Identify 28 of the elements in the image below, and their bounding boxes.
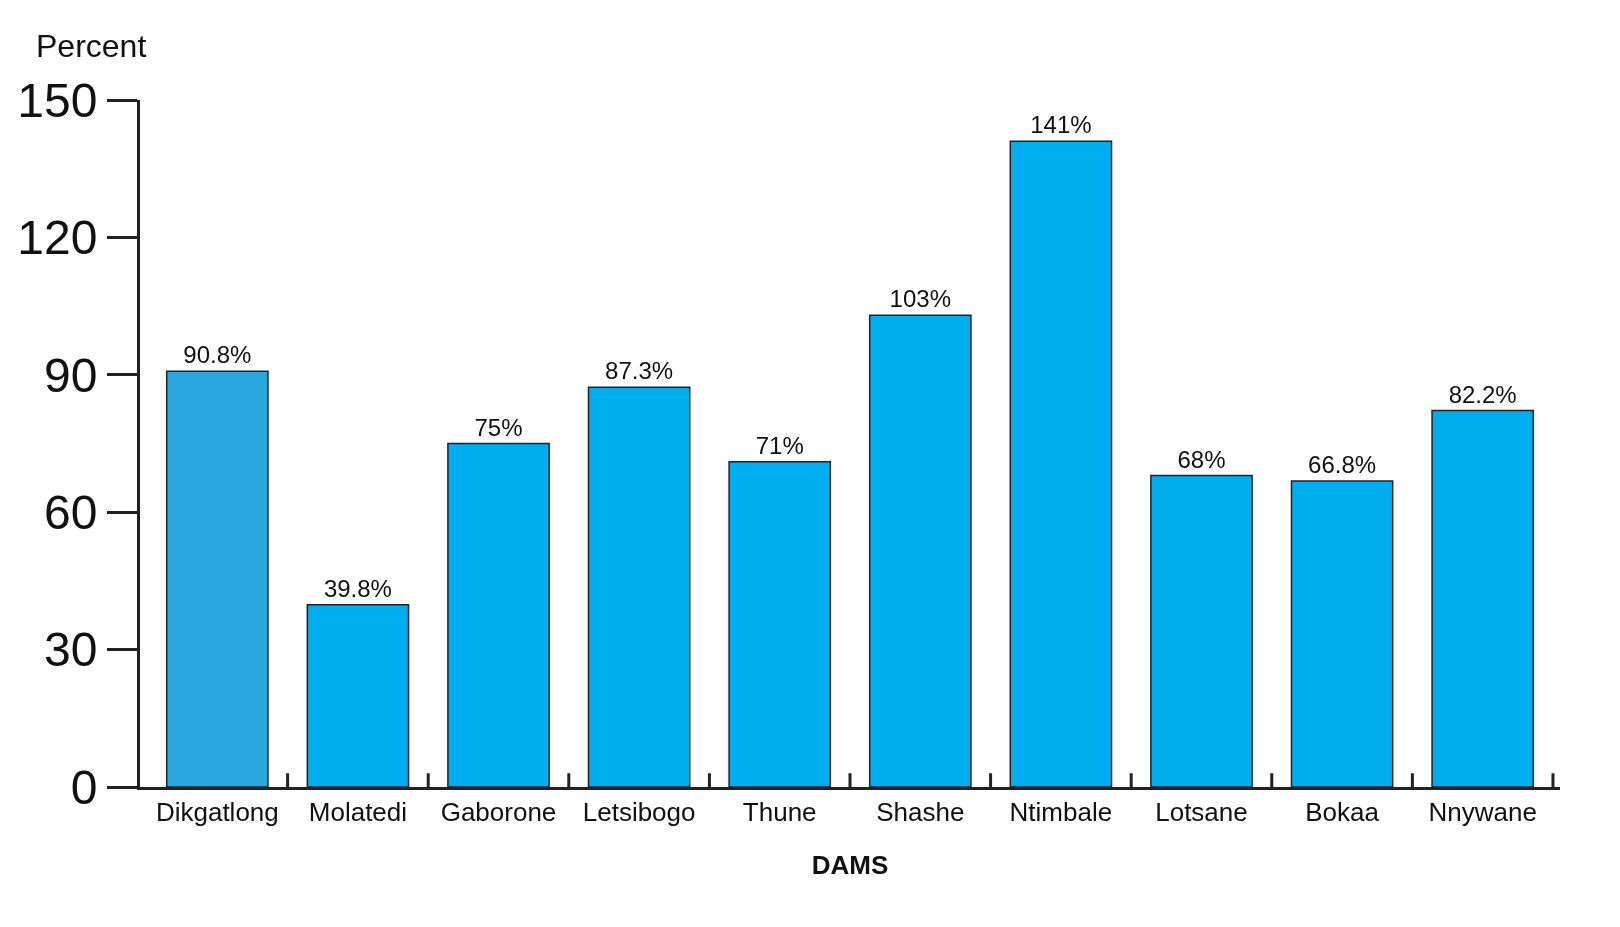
y-tick-label: 150 [17, 73, 98, 127]
x-tick-label: Bokaa [1305, 797, 1380, 828]
data-label: 75% [474, 413, 523, 441]
y-axis-title: Percent [36, 28, 147, 64]
x-tick-label: Nnywane [1428, 797, 1537, 828]
y-tick-label: 60 [44, 486, 98, 539]
x-tick-label: Thune [742, 797, 817, 828]
x-tick-label: Molatedi [308, 797, 408, 828]
x-axis-title: DAMS [811, 849, 889, 880]
x-tick-label: Dikgatlong [155, 797, 279, 828]
x-tick-label: Gaborone [440, 797, 557, 828]
data-label: 87.3% [605, 357, 674, 385]
x-tick-label: Ntimbale [1009, 797, 1113, 828]
data-label: 66.8% [1308, 451, 1377, 479]
data-label: 68% [1177, 445, 1226, 473]
data-label: 141% [1030, 111, 1092, 139]
y-tick-label: 30 [44, 623, 98, 677]
y-tick-label: 0 [70, 760, 98, 814]
data-label: 103% [889, 285, 951, 313]
y-tick-label: 90 [44, 348, 98, 402]
y-tick-label: 120 [17, 211, 98, 265]
x-tick-label: Shashe [876, 797, 965, 828]
data-label: 39.8% [323, 574, 392, 602]
x-tick-label: Lotsane [1155, 797, 1248, 828]
x-tick-label: Letsibogo [582, 797, 696, 828]
data-label: 90.8% [183, 341, 252, 369]
data-label: 82.2% [1448, 380, 1517, 408]
data-label: 71% [755, 431, 804, 459]
